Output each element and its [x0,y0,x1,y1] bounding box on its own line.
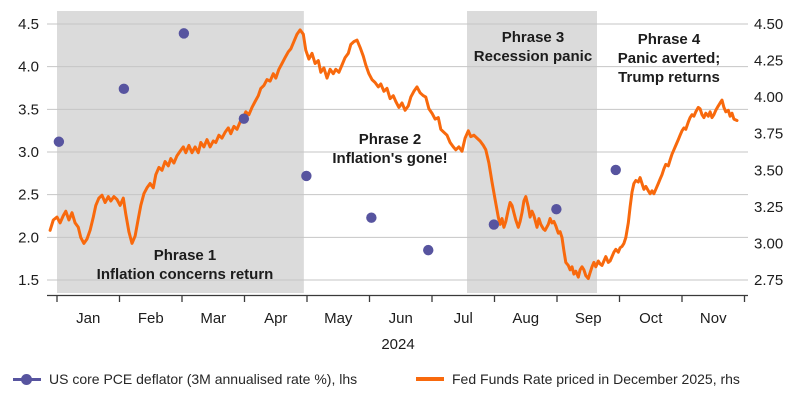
chart-legend: US core PCE deflator (3M annualised rate… [0,356,800,412]
svg-text:Apr: Apr [264,310,287,327]
annotation-line: Panic averted; [617,50,721,67]
svg-text:3.25: 3.25 [754,199,783,216]
legend-item-pce: US core PCE deflator (3M annualised rate… [13,371,357,387]
annotation-phrase-3: Phrase 3 Recession panic [474,28,592,66]
svg-text:2.0: 2.0 [18,229,39,246]
svg-text:Feb: Feb [138,310,164,327]
legend-item-fedfunds: Fed Funds Rate priced in December 2025, … [416,371,740,387]
svg-text:Jan: Jan [76,310,100,327]
svg-text:3.75: 3.75 [754,126,783,143]
svg-text:3.5: 3.5 [18,101,39,118]
chart-area: 1.5 2.0 2.5 3.0 3.5 4.0 4.5 2.75 3.00 3.25 3.50 3.7… [18,11,783,353]
svg-text:Sep: Sep [575,310,602,327]
annotation-line: Phrase 3 [501,29,565,46]
line-series-marker-icon [416,377,444,381]
svg-text:3.0: 3.0 [18,144,39,161]
svg-text:Oct: Oct [639,310,663,327]
annotation-phrase-4: Phrase 4 Panic averted; Trump returns [618,30,721,87]
scatter-series-marker-icon [13,373,41,385]
plot-svg: 1.5 2.0 2.5 3.0 3.5 4.0 4.5 2.75 3.00 3.25 3.50 3.7… [18,11,783,353]
svg-text:Jul: Jul [454,310,473,327]
svg-text:3.50: 3.50 [754,162,783,179]
svg-text:Jun: Jun [389,310,413,327]
legend-label-pce: US core PCE deflator (3M annualised rate… [49,371,358,387]
annotation-phrase-2: Phrase 2 Inflation's gone! [332,130,447,168]
svg-text:4.25: 4.25 [754,53,783,70]
annotation-line: Phrase 1 [153,247,217,264]
svg-text:4.50: 4.50 [754,16,783,33]
svg-text:Mar: Mar [200,310,226,327]
annotation-line: Recession panic [473,48,593,65]
svg-text:4.0: 4.0 [18,59,39,76]
annotation-phrase-1: Phrase 1 Inflation concerns return [97,246,274,284]
svg-text:4.00: 4.00 [754,89,783,106]
legend-label-fedfunds: Fed Funds Rate priced in December 2025, … [452,371,740,387]
svg-text:1.5: 1.5 [18,272,39,289]
annotation-line: Phrase 2 [358,131,422,148]
svg-text:May: May [324,310,353,327]
annotation-line: Inflation concerns return [96,266,274,283]
svg-text:4.5: 4.5 [18,16,39,33]
svg-text:2024: 2024 [381,336,414,353]
svg-text:2.75: 2.75 [754,272,783,289]
annotation-line: Phrase 4 [637,31,701,48]
svg-text:Nov: Nov [700,310,727,327]
annotation-line: Trump returns [618,69,720,86]
svg-text:Aug: Aug [512,310,539,327]
annotation-line: Inflation's gone! [332,150,448,167]
svg-text:3.00: 3.00 [754,235,783,252]
svg-text:2.5: 2.5 [18,187,39,204]
